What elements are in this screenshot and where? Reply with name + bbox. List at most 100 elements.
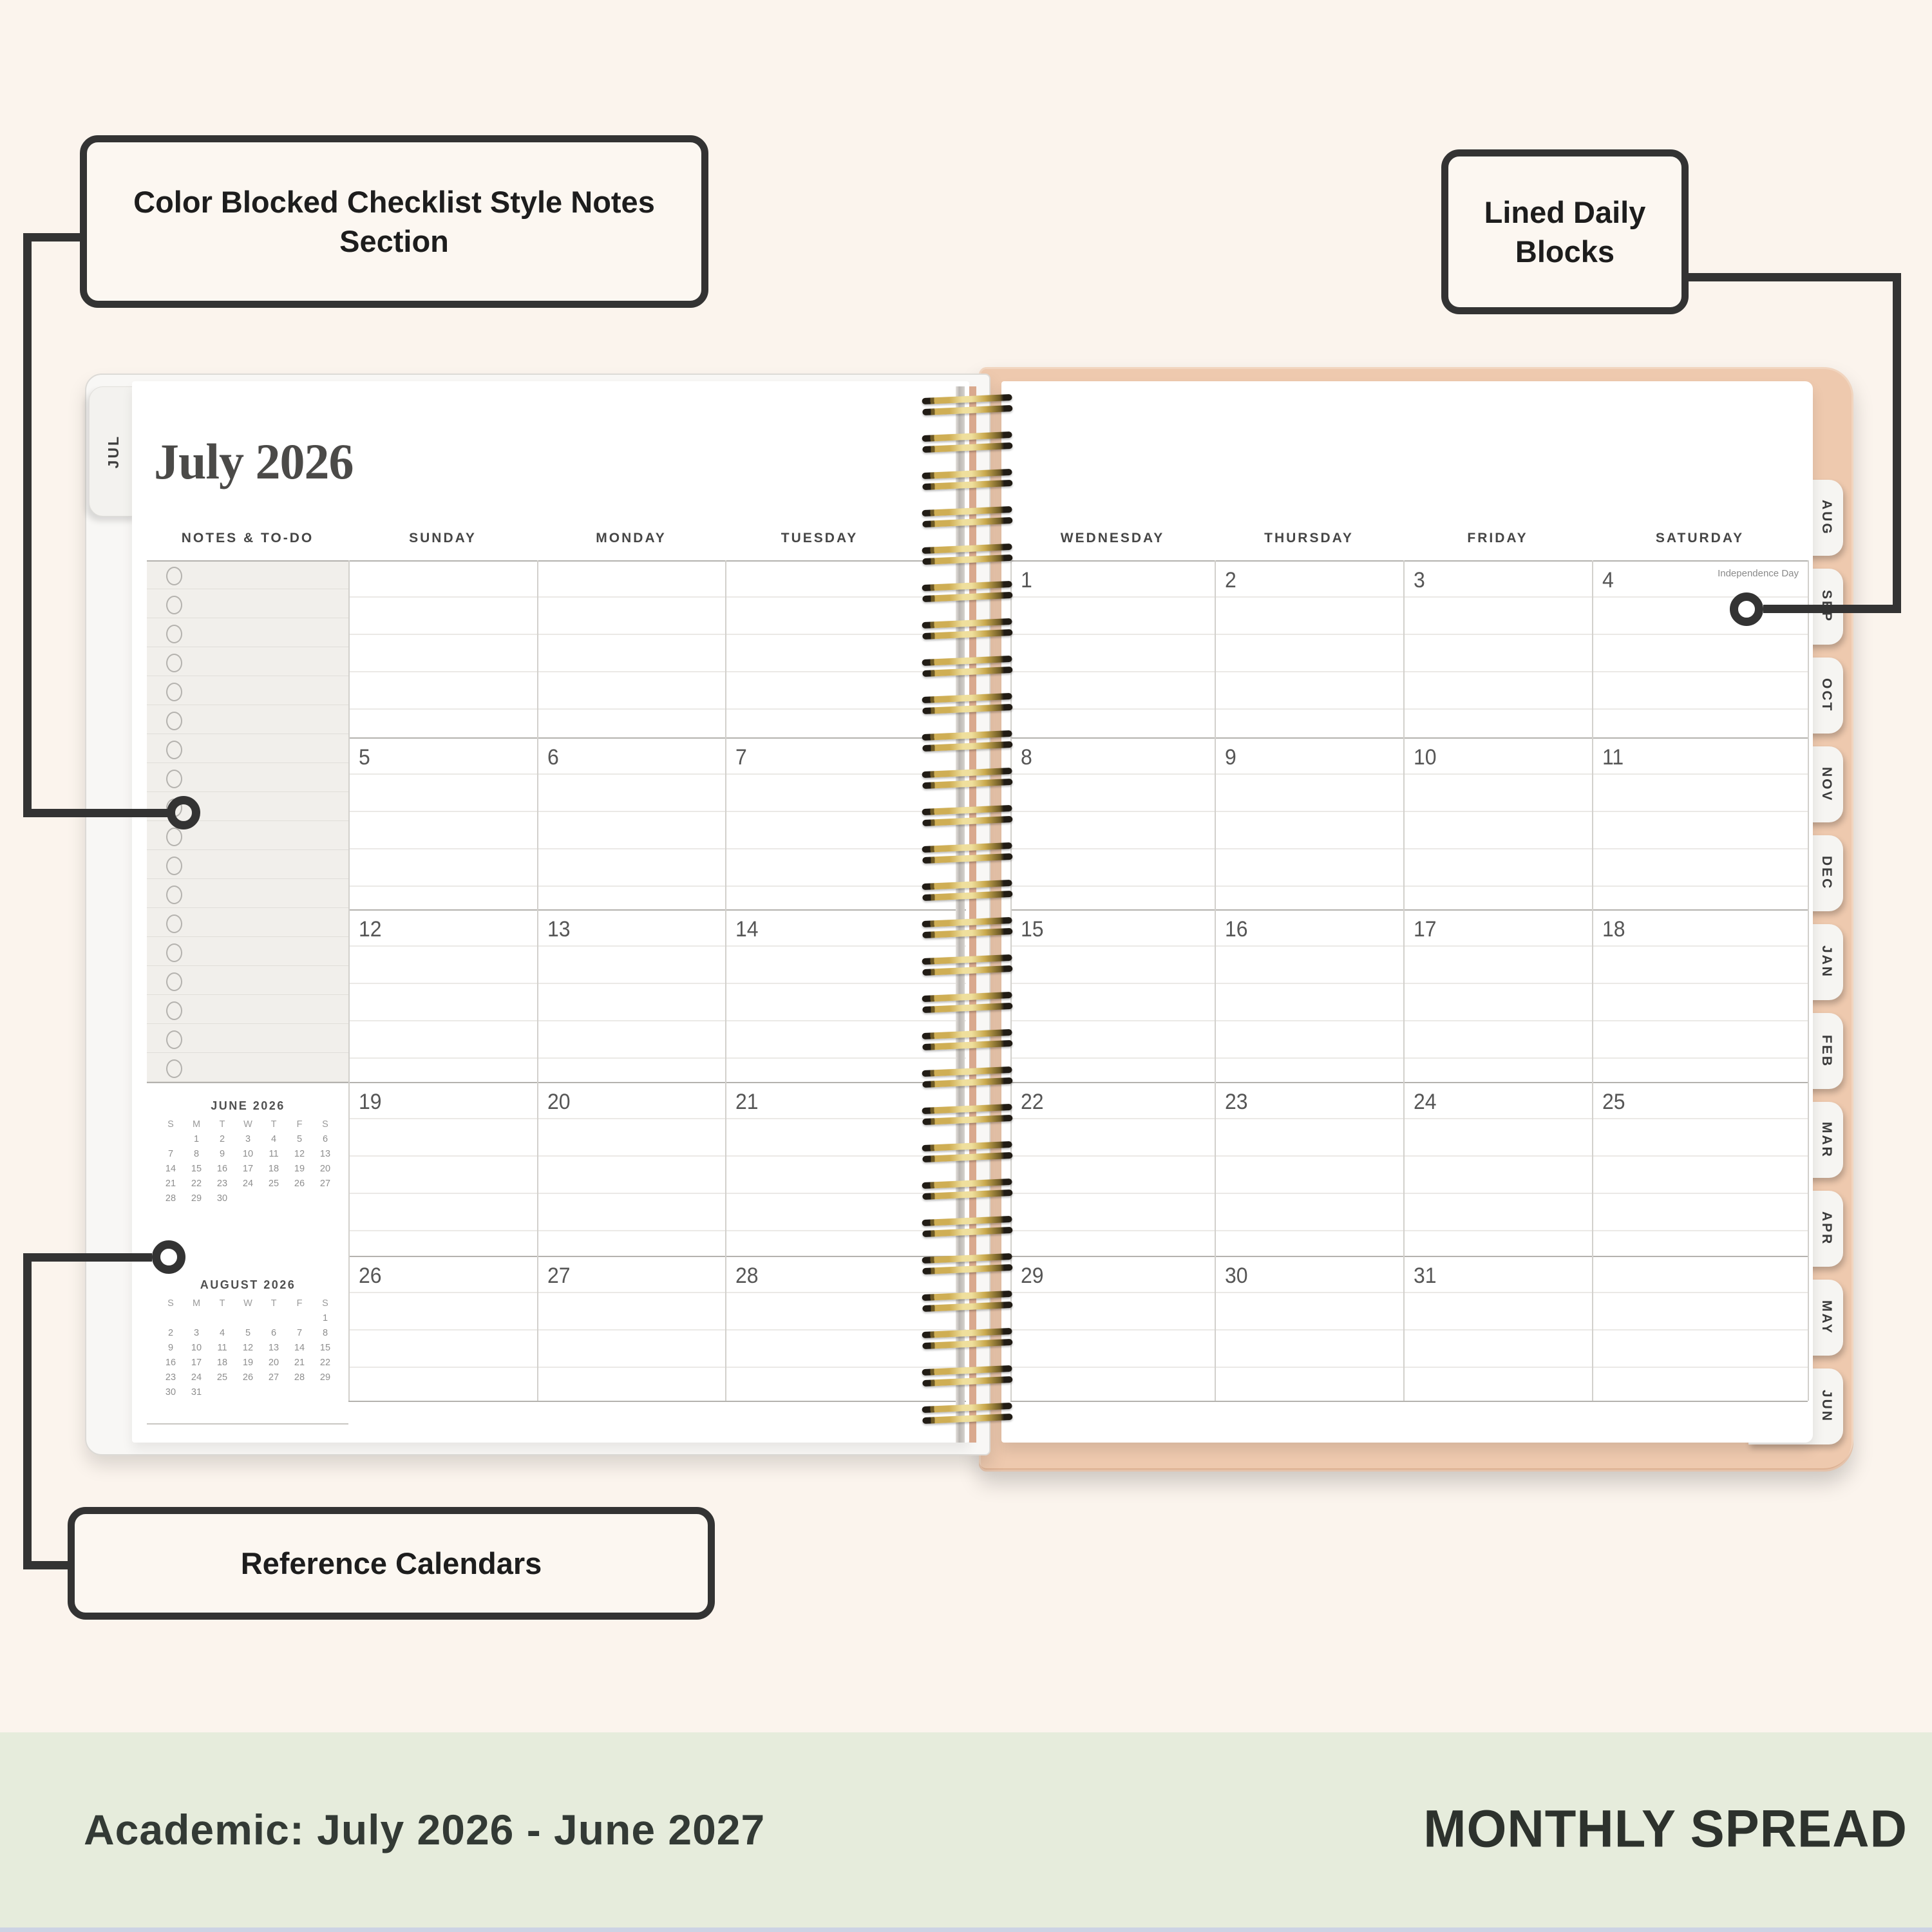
day-header-wednesday: WEDNESDAY [1060, 531, 1165, 545]
grid-line [1215, 560, 1216, 1401]
date-number: 16 [1225, 917, 1248, 942]
date-number: 9 [1225, 745, 1236, 770]
mini-date: 5 [245, 1328, 251, 1338]
spiral-coil-icon [922, 952, 1013, 978]
checkbox-circle-icon [166, 914, 182, 933]
grid-line [1010, 1401, 1808, 1402]
date-cell: 6 [537, 737, 725, 909]
mini-day-letter: W [243, 1119, 252, 1130]
grid-line [1010, 560, 1012, 1401]
week-row [348, 560, 966, 737]
mini-date [261, 1193, 287, 1204]
mini-date: 21 [294, 1358, 305, 1368]
spiral-coil-icon [922, 915, 1013, 941]
mini-date [209, 1313, 235, 1323]
checklist-row [147, 647, 348, 676]
callout-connector-line [23, 809, 169, 817]
checkbox-circle-icon [166, 1001, 182, 1020]
mini-calendar-title: JUNE 2026 [211, 1099, 285, 1112]
mini-date: 11 [217, 1343, 227, 1353]
mini-calendar-grid: S M T W T F S 1 2 3 4 5 6 7 8 9 10 11 12 13 14 15 16 17 18 19 20 21… [158, 1298, 338, 1397]
mini-date: 10 [242, 1149, 254, 1159]
week-row: 8 9 10 11 [1010, 737, 1808, 909]
spiral-coil-icon [922, 990, 1013, 1016]
date-number: 17 [1414, 917, 1437, 942]
mini-date: 1 [322, 1313, 328, 1323]
left-page: July 2026 NOTES & TO-DO SUNDAY MONDAY TU… [132, 381, 969, 1443]
mini-date: 12 [294, 1149, 305, 1159]
date-cell: 19 [348, 1082, 537, 1256]
monthly-spread-label: MONTHLY SPREAD [1423, 1799, 1908, 1859]
date-number: 3 [1414, 568, 1425, 592]
checkbox-circle-icon [166, 683, 182, 701]
date-cell: 3 [1403, 560, 1592, 737]
grid-line [348, 909, 966, 911]
checkbox-circle-icon [166, 857, 182, 875]
spiral-coil-icon [922, 467, 1013, 493]
mini-date: 27 [319, 1179, 331, 1189]
date-number: 19 [359, 1090, 382, 1114]
mini-date: 31 [191, 1387, 202, 1397]
checklist-row [147, 705, 348, 734]
mini-date [261, 1387, 287, 1397]
callout-connector-line [1689, 273, 1901, 281]
callout-reference-label: Reference Calendars [240, 1546, 542, 1580]
grid-line [348, 1401, 966, 1402]
mini-date: 30 [216, 1193, 228, 1204]
date-cell: 10 [1403, 737, 1592, 909]
mini-date: 15 [319, 1343, 331, 1353]
date-cell: 13 [537, 909, 725, 1082]
grid-line [1010, 909, 1808, 911]
day-header-monday: MONDAY [596, 531, 667, 545]
mini-date: 28 [165, 1193, 176, 1204]
spiral-coil-icon [922, 728, 1013, 754]
mini-date: 15 [191, 1164, 202, 1174]
mini-date: 11 [269, 1149, 279, 1159]
date-number: 14 [735, 917, 759, 942]
mini-date: 18 [216, 1358, 228, 1368]
mini-day-letter: S [322, 1298, 328, 1309]
spiral-coil-icon [922, 1251, 1013, 1277]
mini-date: 30 [165, 1387, 176, 1397]
date-cell: 28 [725, 1256, 966, 1401]
mini-calendar-title: AUGUST 2026 [200, 1278, 296, 1291]
checkbox-circle-icon [166, 1030, 182, 1049]
mini-date: 9 [219, 1149, 225, 1159]
date-number: 5 [359, 745, 370, 770]
mini-date [312, 1193, 338, 1204]
date-cell: 15 [1010, 909, 1215, 1082]
mini-date: 28 [294, 1372, 305, 1383]
checkbox-circle-icon [166, 828, 182, 846]
page-gap-cover-strip [969, 386, 976, 1443]
spiral-coil-icon [922, 1289, 1013, 1314]
mini-date: 14 [165, 1164, 176, 1174]
date-cell: 4 Independence Day [1592, 560, 1808, 737]
checklist-row [147, 908, 348, 937]
mini-date: 26 [294, 1179, 305, 1189]
checklist-row [147, 763, 348, 792]
mini-date: 24 [242, 1179, 254, 1189]
date-number: 29 [1021, 1264, 1044, 1288]
date-cell: 29 [1010, 1256, 1215, 1401]
mini-date [261, 1313, 287, 1323]
checklist-row [147, 966, 348, 995]
mini-day-letter: F [296, 1119, 303, 1130]
date-number: 4 [1602, 568, 1614, 592]
mini-calendar: AUGUST 2026 S M T W T F S 1 2 3 4 5 6 7 8 9 10 11 12 13 14 15 1… [158, 1278, 338, 1397]
checkbox-circle-icon [166, 567, 182, 585]
callout-connector-line [1893, 273, 1901, 613]
callout-connector-line [23, 1561, 71, 1569]
week-row: 19 20 21 [348, 1082, 966, 1256]
date-cell: 17 [1403, 909, 1592, 1082]
mini-date [287, 1313, 312, 1323]
mini-date: 23 [165, 1372, 176, 1383]
date-cell: 21 [725, 1082, 966, 1256]
mini-date: 22 [319, 1358, 331, 1368]
callout-notes-label: Color Blocked Checklist Style Notes Sect… [133, 184, 655, 258]
callout-notes-box: Color Blocked Checklist Style Notes Sect… [80, 135, 708, 308]
date-number: 22 [1021, 1090, 1044, 1114]
month-tab-label: FEB [1819, 1034, 1834, 1068]
checkbox-circle-icon [166, 741, 182, 759]
mini-date: 6 [270, 1328, 277, 1338]
checkbox-circle-icon [166, 596, 182, 614]
